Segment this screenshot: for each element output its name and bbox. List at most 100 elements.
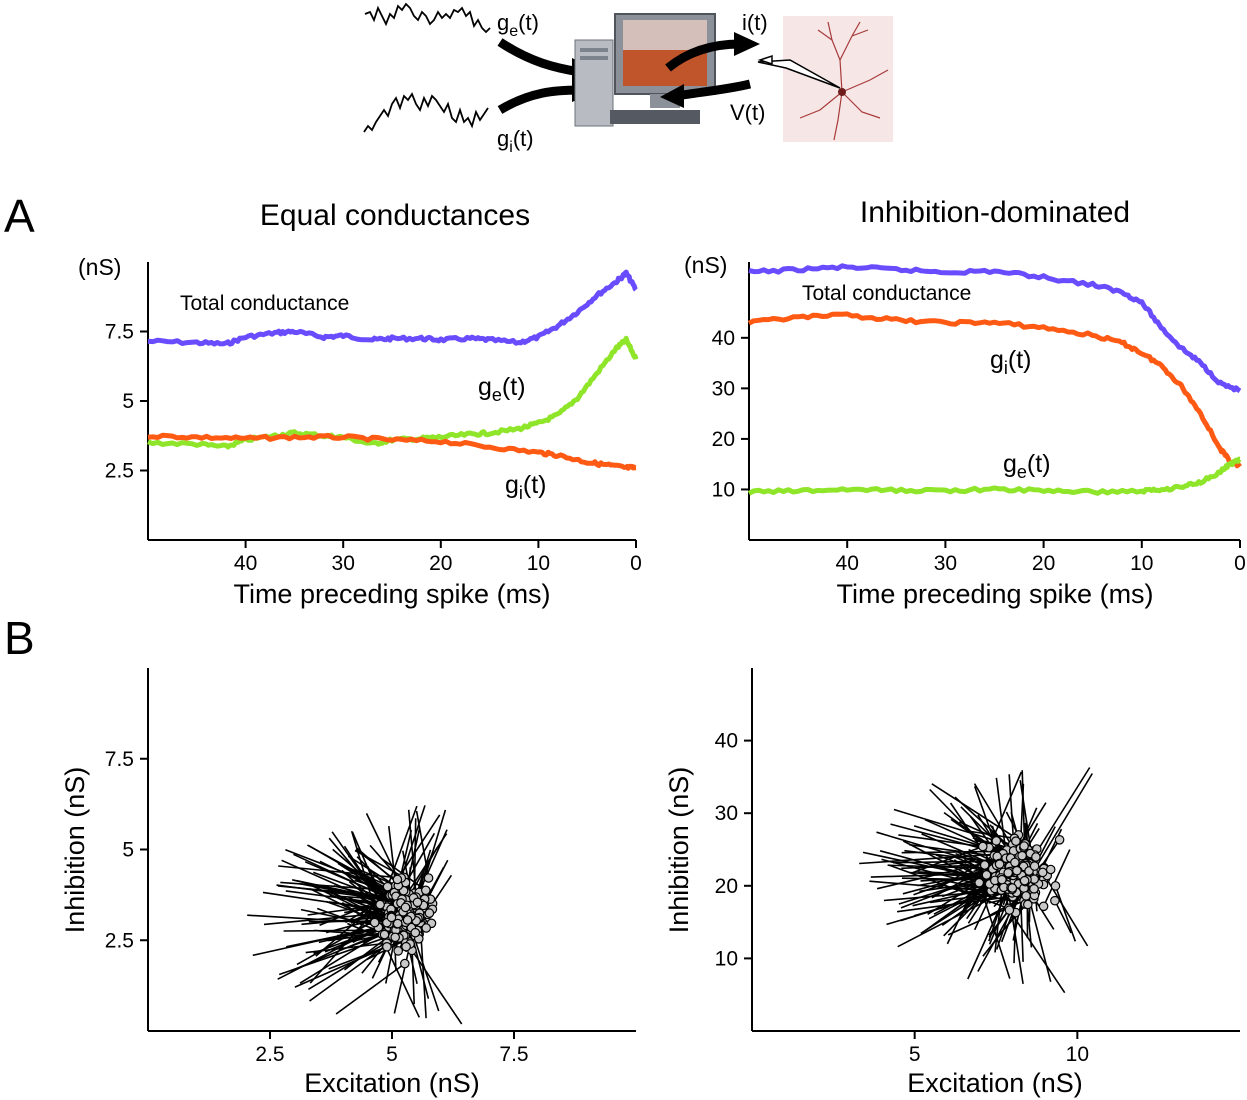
y-tick-label: 30 [712, 377, 735, 400]
chart-b-left: 2.5 5 7.5 2.5 5 7.5 Excitation (nS) Inhibiti… [60, 668, 636, 1098]
i-arrow-head [734, 32, 760, 56]
spike-point [1054, 834, 1065, 845]
x-tick-label: 20 [429, 552, 452, 575]
y-tick-label: 20 [712, 428, 735, 451]
annotation-gi: gi(t) [505, 471, 547, 503]
x-tick-label: 40 [836, 552, 859, 575]
trajectory-line [410, 929, 440, 1012]
spike-point [974, 877, 984, 888]
x-axis-label: Excitation (nS) [304, 1068, 480, 1098]
spike-point [1045, 864, 1056, 875]
trajectory-line [1042, 871, 1089, 947]
spike-point [392, 874, 403, 885]
spike-point [1029, 883, 1039, 894]
trajectory-line [347, 855, 399, 889]
spike-point [392, 918, 403, 929]
spike-point [1012, 865, 1022, 876]
schematic-ge-label: ge(t) [497, 10, 539, 40]
series-line-2 [147, 432, 638, 471]
schematic-gi-label: gi(t) [497, 126, 534, 156]
x-tick-label: 10 [1130, 552, 1153, 575]
trajectory-line [1032, 773, 1093, 873]
series-line-2 [747, 456, 1242, 496]
y-tick-label: 40 [715, 730, 738, 753]
y-axis-label: Inhibition (nS) [664, 767, 694, 934]
spike-point [1023, 899, 1033, 910]
y-unit-label: (nS) [684, 252, 727, 278]
trajectory-line [924, 879, 996, 932]
x-axis-label: Time preceding spike (ms) [836, 579, 1153, 609]
y-tick-label: 2.5 [105, 929, 134, 952]
annotation-ge: ge(t) [1003, 450, 1051, 482]
trajectory-line [1054, 900, 1072, 934]
chart-a-right: Inhibition-dominated (nS) 40 30 20 10 0 10 20… [684, 196, 1246, 609]
trajectory-line [967, 888, 1009, 980]
trajectory-line [315, 884, 399, 957]
x-tick-label: 0 [630, 552, 642, 575]
spike-point [424, 908, 435, 918]
spike-point [979, 860, 990, 870]
x-tick-label: 40 [234, 552, 257, 575]
spike-point [1050, 881, 1061, 891]
spike-point [390, 932, 400, 943]
spike-point [981, 870, 992, 880]
gi-arrow [497, 85, 581, 114]
y-tick-label: 40 [712, 327, 735, 350]
x-tick-label: 30 [934, 552, 957, 575]
x-axis-label: Time preceding spike (ms) [233, 579, 550, 609]
trajectory-line [859, 852, 1004, 865]
y-tick-label: 7.5 [105, 321, 134, 344]
y-tick-label: 30 [715, 802, 738, 825]
spike-point [382, 941, 392, 952]
x-tick-label: 0 [1234, 552, 1246, 575]
x-tick-label: 7.5 [499, 1043, 528, 1066]
trajectory-line [1042, 849, 1071, 907]
y-unit-label: (nS) [78, 254, 121, 280]
v-arrow-head [660, 84, 684, 108]
spike-point [1019, 841, 1029, 851]
spike-point [421, 923, 431, 933]
spike-point [1029, 861, 1040, 871]
spike-point [997, 874, 1007, 885]
x-tick-label: 10 [527, 552, 550, 575]
spike-point [423, 873, 434, 883]
x-axis-label: Excitation (nS) [907, 1068, 1083, 1098]
panel-label-A: A [4, 190, 35, 242]
spike-point [1017, 850, 1027, 861]
spike-point [400, 902, 411, 913]
spike-point [393, 946, 403, 956]
y-tick-label: 2.5 [105, 460, 134, 483]
neuron-image [757, 16, 893, 142]
trajectory-line [393, 943, 411, 1014]
spike-point [1010, 857, 1020, 868]
spike-point [994, 859, 1005, 869]
series-line-1 [747, 311, 1242, 469]
spike-point [375, 899, 385, 910]
computer-icon [574, 13, 716, 127]
chart-title: Inhibition-dominated [860, 196, 1130, 229]
x-tick-label: 20 [1032, 552, 1055, 575]
spike-point [399, 958, 410, 969]
trajectory-line [988, 771, 1023, 848]
spike-point [402, 915, 413, 925]
ge-arrow [497, 38, 581, 77]
spike-point [412, 897, 423, 908]
series-line-1 [147, 335, 639, 450]
y-tick-label: 20 [715, 875, 738, 898]
trajectory-line [893, 808, 997, 842]
spike-point [1011, 836, 1021, 846]
x-tick-label: 2.5 [255, 1043, 284, 1066]
spike-point [1021, 891, 1031, 901]
chart-b-right: 5 10 10 20 30 40 Excitation (nS) Inhibition … [664, 668, 1240, 1098]
y-tick-label: 7.5 [105, 748, 134, 771]
spike-point [379, 929, 390, 940]
x-tick-label: 30 [332, 552, 355, 575]
trajectory-line [951, 887, 1028, 906]
panel-label-B: B [4, 612, 35, 664]
trajectory-line [307, 936, 396, 990]
x-tick-label: 10 [1066, 1043, 1089, 1066]
trajectory-line [1013, 912, 1017, 964]
spike-point [1037, 867, 1048, 878]
schematic-v-label: V(t) [730, 100, 765, 125]
spike-point [420, 885, 431, 896]
